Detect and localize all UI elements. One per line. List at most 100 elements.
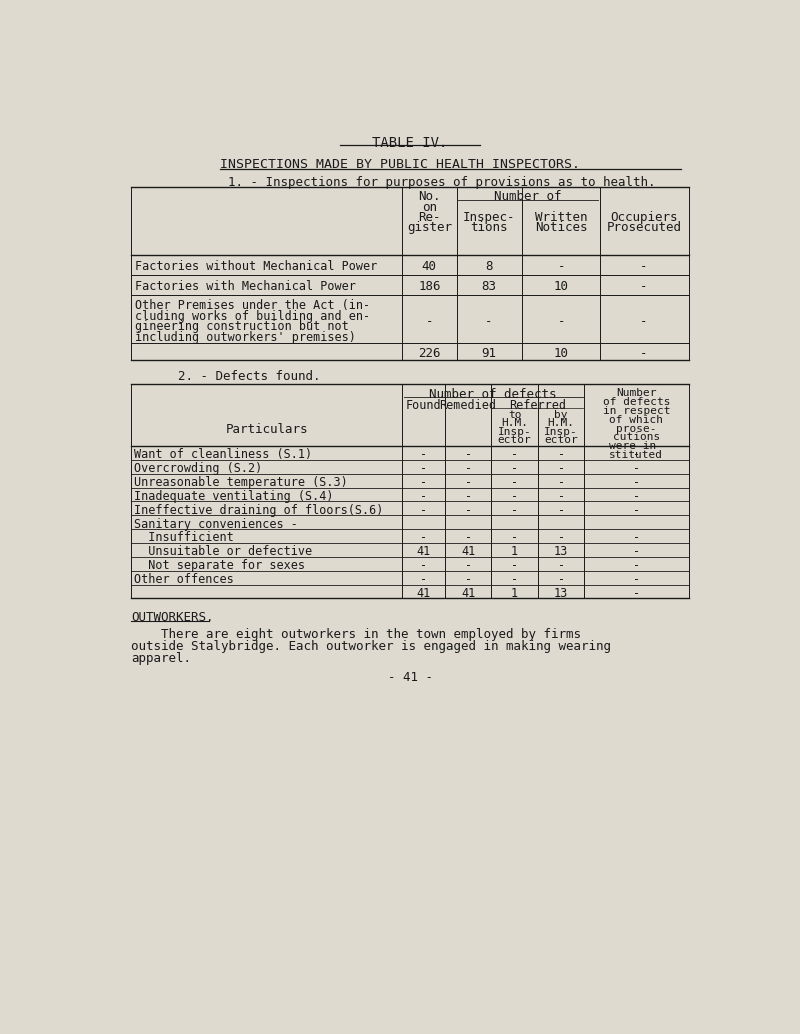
Text: TABLE IV.: TABLE IV. [372,135,448,150]
Text: -: - [558,504,565,517]
Text: -: - [420,531,426,545]
Text: -: - [558,490,565,503]
Text: -: - [633,587,640,600]
Text: Number of defects: Number of defects [429,388,557,401]
Text: Inspec-: Inspec- [462,211,515,224]
Text: in respect: in respect [602,406,670,416]
Text: -: - [465,573,472,586]
Text: 1: 1 [511,587,518,600]
Text: Occupiers: Occupiers [610,211,678,224]
Text: 10: 10 [554,346,569,360]
Text: INSPECTIONS MADE BY PUBLIC HEALTH INSPECTORS.: INSPECTIONS MADE BY PUBLIC HEALTH INSPEC… [220,158,580,171]
Text: 40: 40 [422,261,437,273]
Text: -: - [511,531,518,545]
Text: Notices: Notices [535,221,587,234]
Text: H.M.: H.M. [501,418,528,428]
Text: -: - [486,315,493,328]
Text: -: - [420,449,426,461]
Text: -: - [640,261,648,273]
Text: -: - [633,545,640,558]
Text: 226: 226 [418,346,441,360]
Text: -: - [420,476,426,489]
Text: -: - [511,449,518,461]
Text: ector: ector [498,435,531,446]
Text: 83: 83 [482,280,497,294]
Text: -: - [465,476,472,489]
Text: 1. - Inspections for purposes of provisions as to health.: 1. - Inspections for purposes of provisi… [228,177,655,189]
Text: OUTWORKERS.: OUTWORKERS. [131,611,214,624]
Text: -: - [420,573,426,586]
Text: Remedied: Remedied [440,399,497,412]
Text: -: - [633,462,640,475]
Text: -: - [511,476,518,489]
Text: -: - [558,261,565,273]
Text: -: - [465,559,472,572]
Text: 13: 13 [554,587,568,600]
Text: -: - [633,476,640,489]
Text: Prosecuted: Prosecuted [606,221,682,234]
Text: cutions: cutions [613,432,660,443]
Text: -: - [633,490,640,503]
Text: of defects: of defects [602,397,670,407]
Text: Other Premises under the Act (in-: Other Premises under the Act (in- [135,299,370,312]
Text: by: by [554,409,568,420]
Text: -: - [633,504,640,517]
Text: -: - [420,504,426,517]
Text: Written: Written [535,211,587,224]
Text: 91: 91 [482,346,497,360]
Text: prose-: prose- [616,424,657,433]
Text: -: - [426,315,433,328]
Text: Re-: Re- [418,211,441,224]
Text: -: - [633,573,640,586]
Text: Insufficient: Insufficient [134,531,234,545]
Text: -: - [558,449,565,461]
Text: Factories without Mechanical Power: Factories without Mechanical Power [135,261,377,273]
Text: -: - [640,280,648,294]
Text: of which: of which [610,415,663,425]
Text: -: - [511,462,518,475]
Text: gister: gister [407,221,452,234]
Text: Insp-: Insp- [498,427,531,436]
Text: -: - [465,504,472,517]
Text: Ineffective draining of floors(S.6): Ineffective draining of floors(S.6) [134,504,383,517]
Text: stituted: stituted [610,450,663,460]
Text: -: - [558,315,565,328]
Text: -: - [511,504,518,517]
Text: 41: 41 [416,587,430,600]
Text: -: - [558,476,565,489]
Text: -: - [465,531,472,545]
Text: to: to [508,409,522,420]
Text: Want of cleanliness (S.1): Want of cleanliness (S.1) [134,449,312,461]
Text: -: - [420,490,426,503]
Text: on: on [422,201,437,214]
Text: -: - [558,559,565,572]
Text: Sanitary conveniences -: Sanitary conveniences - [134,518,298,530]
Text: -: - [465,462,472,475]
Text: There are eight outworkers in the town employed by firms: There are eight outworkers in the town e… [131,628,581,641]
Text: No.: No. [418,190,441,204]
Text: -: - [640,315,648,328]
Text: 186: 186 [418,280,441,294]
Text: gineering construction but not: gineering construction but not [135,321,349,333]
Text: -: - [511,573,518,586]
Text: 8: 8 [486,261,493,273]
Text: Referred: Referred [510,399,566,412]
Text: -: - [420,462,426,475]
Text: Unsuitable or defective: Unsuitable or defective [134,545,312,558]
Text: 10: 10 [554,280,569,294]
Text: -: - [633,531,640,545]
Text: - 41 -: - 41 - [387,671,433,683]
Text: 41: 41 [416,545,430,558]
Text: Not separate for sexes: Not separate for sexes [134,559,305,572]
Text: -: - [465,449,472,461]
Text: -: - [511,559,518,572]
Text: Number of: Number of [494,190,562,204]
Text: 2. - Defects found.: 2. - Defects found. [178,370,320,384]
Text: apparel.: apparel. [131,652,191,665]
Text: including outworkers' premises): including outworkers' premises) [135,331,356,344]
Text: tions: tions [470,221,508,234]
Text: -: - [558,462,565,475]
Text: 13: 13 [554,545,568,558]
Text: Other offences: Other offences [134,573,234,586]
Text: -: - [633,449,640,461]
